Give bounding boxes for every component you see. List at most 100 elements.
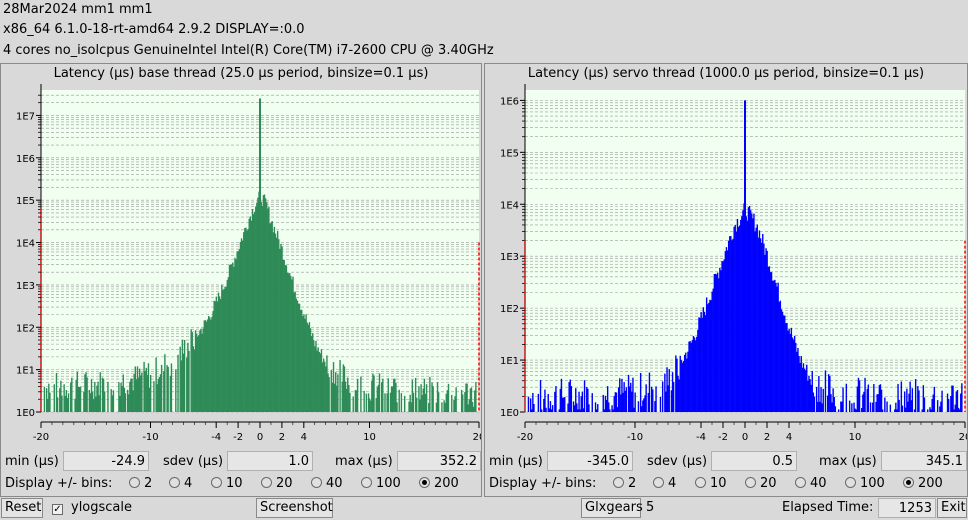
servo-bins-option-4[interactable]: 4 bbox=[653, 476, 676, 491]
servo-bins-option-20[interactable]: 20 bbox=[745, 476, 777, 491]
histogram-bar bbox=[597, 404, 599, 412]
histogram-bar bbox=[276, 230, 279, 412]
histogram-bar bbox=[947, 398, 950, 412]
histogram-bar bbox=[854, 408, 856, 412]
histogram-bar bbox=[95, 396, 97, 412]
histogram-bar bbox=[252, 214, 255, 412]
histogram-bar bbox=[580, 396, 582, 412]
radio-button-icon[interactable] bbox=[211, 477, 222, 488]
histogram-bar bbox=[786, 322, 788, 412]
radio-button-icon[interactable] bbox=[129, 477, 140, 488]
servo-bins-option-10[interactable]: 10 bbox=[695, 476, 727, 491]
radio-button-icon[interactable] bbox=[261, 477, 272, 488]
histogram-bar bbox=[841, 401, 843, 412]
x-tick-label: -2 bbox=[718, 432, 728, 443]
histogram-bar bbox=[930, 409, 932, 412]
x-tick-label: 10 bbox=[849, 432, 862, 443]
histogram-bar bbox=[66, 398, 69, 412]
histogram-bar bbox=[815, 386, 818, 412]
histogram-bar bbox=[696, 336, 698, 412]
histogram-bar bbox=[447, 383, 450, 412]
ylogscale-checkbox[interactable]: ✓ bbox=[52, 504, 63, 515]
base-bins-option-10[interactable]: 10 bbox=[211, 476, 243, 491]
histogram-bar bbox=[577, 409, 579, 412]
bins-option-label: 100 bbox=[376, 476, 401, 491]
histogram-bar bbox=[587, 388, 589, 412]
histogram-bar bbox=[256, 202, 258, 412]
servo-bins-option-40[interactable]: 40 bbox=[795, 476, 827, 491]
histogram-bar bbox=[378, 373, 381, 412]
histogram-bar bbox=[639, 372, 642, 412]
histogram-bar bbox=[422, 388, 425, 412]
histogram-bar bbox=[819, 401, 821, 412]
base-bins-option-100[interactable]: 100 bbox=[361, 476, 401, 491]
histogram-bar bbox=[648, 372, 651, 412]
histogram-bar bbox=[670, 390, 673, 412]
y-tick-label: 1E2 bbox=[16, 323, 35, 334]
exit-button[interactable]: Exit bbox=[937, 498, 967, 518]
histogram-bar bbox=[723, 259, 725, 412]
base-bins-option-2[interactable]: 2 bbox=[129, 476, 152, 491]
histogram-bar bbox=[291, 279, 293, 412]
histogram-bar bbox=[708, 302, 710, 412]
base-bins-option-20[interactable]: 20 bbox=[261, 476, 293, 491]
ylogscale-toggle[interactable]: ✓ ylogscale bbox=[52, 500, 132, 515]
radio-button-icon[interactable] bbox=[653, 477, 664, 488]
histogram-bar bbox=[605, 399, 608, 412]
histogram-bar bbox=[729, 236, 731, 412]
screenshot-button[interactable]: Screenshot bbox=[256, 498, 333, 518]
radio-button-icon[interactable] bbox=[419, 477, 430, 488]
servo-bins-option-2[interactable]: 2 bbox=[613, 476, 636, 491]
histogram-bar bbox=[129, 381, 131, 412]
reset-button[interactable]: Reset bbox=[1, 498, 43, 518]
histogram-bar bbox=[801, 367, 804, 412]
histogram-bar bbox=[352, 396, 354, 412]
histogram-bar bbox=[807, 380, 809, 412]
histogram-bar bbox=[363, 390, 365, 412]
glxgears-button[interactable]: Glxgears bbox=[581, 498, 643, 518]
histogram-bar bbox=[722, 261, 724, 412]
base-bins-option-200[interactable]: 200 bbox=[419, 476, 459, 491]
histogram-bar bbox=[466, 383, 468, 412]
radio-button-icon[interactable] bbox=[903, 477, 914, 488]
histogram-bar bbox=[234, 257, 236, 412]
histogram-bar bbox=[408, 401, 410, 412]
base-bins-option-40[interactable]: 40 bbox=[311, 476, 343, 491]
histogram-bar bbox=[467, 404, 469, 412]
histogram-bar bbox=[824, 370, 827, 412]
histogram-bar bbox=[376, 386, 379, 412]
histogram-bar bbox=[831, 402, 833, 412]
histogram-bar bbox=[471, 402, 474, 412]
histogram-bar bbox=[246, 230, 248, 412]
histogram-bar bbox=[622, 392, 624, 412]
radio-button-icon[interactable] bbox=[361, 477, 372, 488]
radio-button-icon[interactable] bbox=[745, 477, 756, 488]
histogram-bar bbox=[591, 393, 593, 412]
servo-bins-option-200[interactable]: 200 bbox=[903, 476, 943, 491]
histogram-bar bbox=[183, 339, 186, 412]
histogram-bar bbox=[469, 388, 472, 412]
histogram-bar bbox=[612, 409, 614, 412]
histogram-bar bbox=[693, 337, 696, 412]
histogram-bar bbox=[134, 366, 137, 412]
histogram-bar bbox=[411, 379, 414, 412]
histogram-bar bbox=[720, 270, 722, 412]
servo-min-label: min (µs) bbox=[489, 454, 543, 469]
radio-button-icon[interactable] bbox=[169, 477, 180, 488]
histogram-bar bbox=[321, 362, 324, 412]
radio-button-icon[interactable] bbox=[845, 477, 856, 488]
radio-button-icon[interactable] bbox=[311, 477, 322, 488]
histogram-bar bbox=[614, 392, 617, 412]
servo-bins-option-100[interactable]: 100 bbox=[845, 476, 885, 491]
histogram-bar bbox=[233, 266, 235, 412]
histogram-bar bbox=[803, 368, 806, 412]
radio-button-icon[interactable] bbox=[795, 477, 806, 488]
histogram-bar bbox=[235, 259, 237, 412]
histogram-bar bbox=[248, 218, 250, 412]
histogram-bar bbox=[792, 339, 795, 412]
histogram-bar bbox=[122, 374, 124, 412]
histogram-bar bbox=[445, 393, 447, 412]
base-bins-option-4[interactable]: 4 bbox=[169, 476, 192, 491]
radio-button-icon[interactable] bbox=[695, 477, 706, 488]
radio-button-icon[interactable] bbox=[613, 477, 624, 488]
